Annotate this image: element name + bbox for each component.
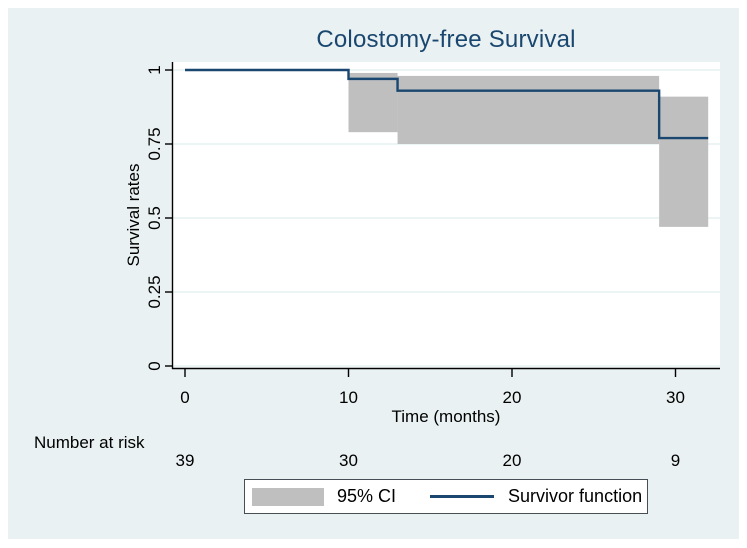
survivor-line	[185, 68, 709, 140]
y-axis-title: Survival rates	[124, 163, 143, 267]
x-tick-label: 0	[180, 388, 190, 407]
ci-band-swatch-icon	[252, 487, 324, 506]
ci-band-segment	[348, 72, 398, 133]
number-at-risk-value: 39	[175, 451, 195, 470]
ci-band-segment	[397, 75, 660, 144]
y-tick-label: 1	[145, 65, 164, 75]
number-at-risk-value: 20	[502, 451, 522, 470]
y-tick-label: 0.75	[145, 127, 164, 161]
legend-label-survivor: Survivor function	[508, 486, 643, 506]
y-tick-label: 0.25	[145, 275, 164, 309]
chart-title: Colostomy-free Survival	[316, 26, 576, 53]
y-tick-label: 0.5	[145, 206, 164, 230]
legend-label-ci: 95% CI	[337, 486, 397, 506]
x-tick-label: 30	[666, 388, 685, 407]
number-at-risk-value: 9	[670, 451, 681, 470]
y-tick-label: 0	[145, 361, 164, 371]
x-axis-title: Time (months)	[391, 407, 501, 426]
x-tick-label: 10	[339, 388, 358, 407]
survivor-line-sample-icon	[430, 495, 495, 498]
number-at-risk-value: 30	[339, 451, 358, 470]
ci-band-segment	[659, 96, 709, 227]
number-at-risk-label: Number at risk	[34, 433, 145, 452]
legend: 95% CI Survivor function	[244, 479, 648, 514]
x-tick-label: 20	[502, 388, 522, 407]
